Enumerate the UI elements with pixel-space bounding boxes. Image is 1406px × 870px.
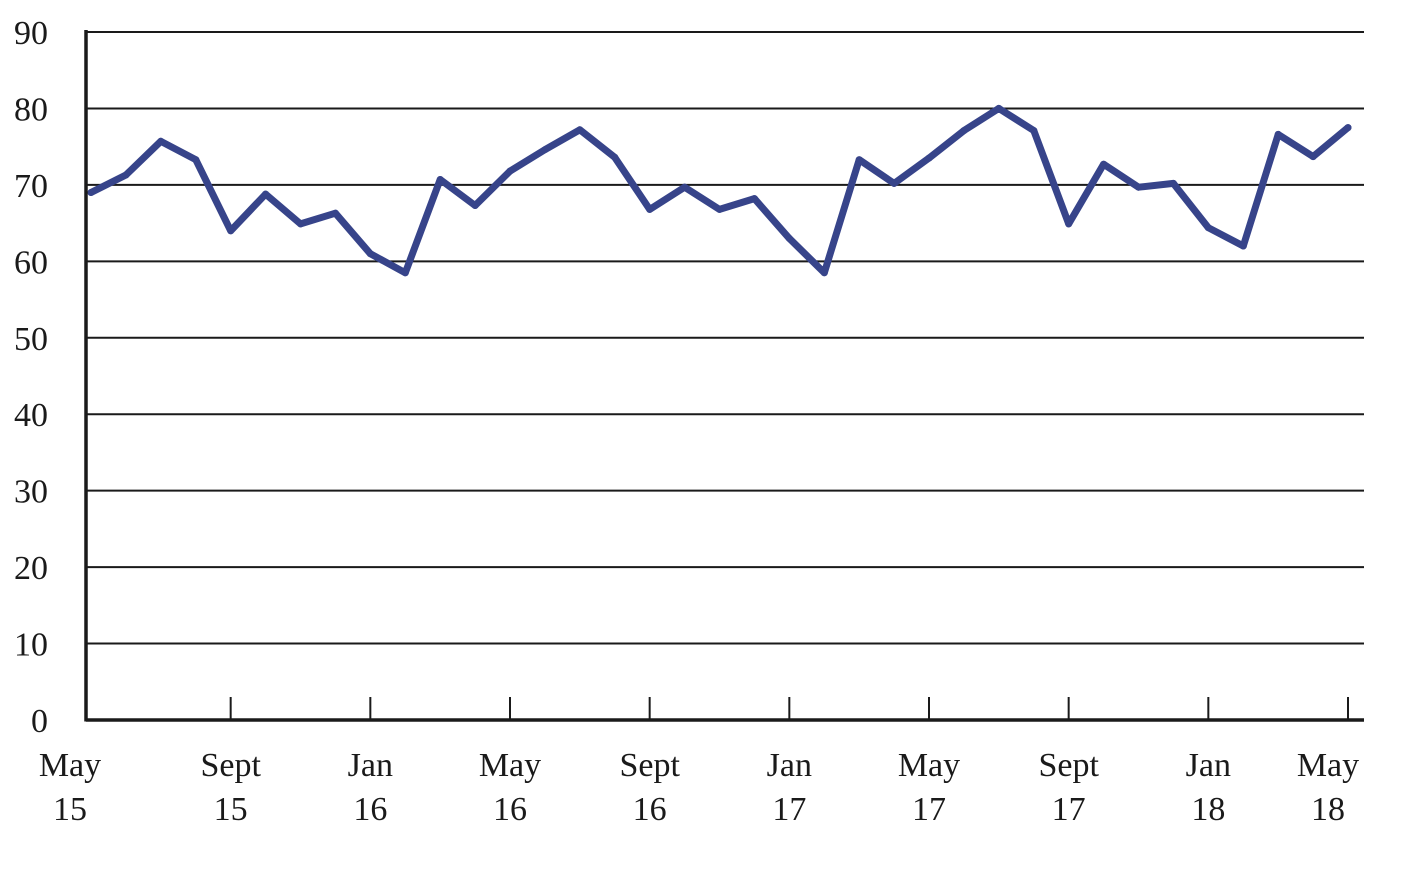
data-point — [750, 195, 758, 203]
data-point — [262, 190, 270, 198]
data-point — [1065, 220, 1073, 228]
x-tick-label-month: Sept — [200, 747, 261, 784]
x-axis-ticks: May 15 Sept 15 Jan 16 May 16 Sept 16 Jan 17 May 17 Sep… — [39, 697, 1359, 828]
data-point — [960, 127, 968, 135]
data-point — [297, 220, 304, 228]
x-tick-label-year: 17 — [912, 791, 946, 828]
x-tick-label-year: 16 — [493, 791, 527, 828]
data-point — [576, 126, 584, 134]
y-tick-label-0: 0 — [31, 703, 48, 740]
data-point — [611, 153, 619, 161]
series-line-0 — [87, 104, 1352, 277]
y-tick-label-20: 20 — [14, 550, 48, 587]
data-point — [1239, 242, 1247, 250]
series-layer — [87, 104, 1352, 277]
y-axis-tick-labels: 0 10 20 30 40 50 60 70 80 90 — [14, 15, 48, 740]
data-point — [401, 269, 409, 277]
data-point — [1030, 127, 1038, 135]
y-tick-label-50: 50 — [14, 321, 48, 358]
data-point — [541, 146, 549, 154]
data-point — [1169, 179, 1177, 187]
y-tick-label-90: 90 — [14, 15, 48, 52]
x-tick-label-year: 16 — [633, 791, 667, 828]
data-point — [785, 234, 793, 242]
x-tick-label-year: 15 — [214, 791, 248, 828]
x-tick-label-year: 18 — [1191, 791, 1225, 828]
data-point — [87, 189, 95, 196]
x-tick-label-month: May — [898, 747, 960, 784]
data-point — [995, 104, 1003, 112]
y-tick-label-80: 80 — [14, 91, 48, 128]
data-point — [646, 205, 654, 213]
data-point — [471, 202, 479, 209]
x-tick-label-year: 15 — [53, 791, 87, 828]
x-tick-label-year: 16 — [353, 791, 387, 828]
x-tick-label-month: May — [1297, 747, 1359, 784]
data-point — [366, 250, 374, 258]
data-point — [331, 209, 339, 217]
x-tick-label-year: 18 — [1311, 791, 1345, 828]
data-point — [716, 205, 723, 213]
x-tick-label-month: May — [479, 747, 541, 784]
data-point — [1204, 224, 1212, 232]
y-tick-label-10: 10 — [14, 627, 48, 664]
x-tick-label-month: Jan — [1186, 747, 1231, 784]
data-point — [192, 156, 200, 164]
data-point — [820, 269, 828, 277]
data-point — [925, 154, 933, 162]
x-tick-label-month: Jan — [767, 747, 812, 784]
data-point — [1274, 130, 1282, 138]
data-point — [1309, 153, 1317, 161]
x-tick-label-month: Jan — [348, 747, 393, 784]
data-point — [227, 227, 235, 235]
data-point — [681, 183, 689, 191]
x-tick-label-month: May — [39, 747, 101, 784]
data-point — [122, 171, 130, 179]
x-tick-label-year: 17 — [772, 791, 806, 828]
data-point — [890, 179, 898, 187]
data-point — [1135, 183, 1142, 191]
y-tick-label-60: 60 — [14, 244, 48, 281]
x-tick-label-month: Sept — [1038, 747, 1099, 784]
y-tick-label-40: 40 — [14, 397, 48, 434]
data-point — [1344, 124, 1352, 132]
gridlines — [86, 31, 1364, 645]
x-tick-label-year: 17 — [1052, 791, 1086, 828]
data-point — [506, 167, 514, 175]
x-tick-label-month: Sept — [619, 747, 680, 784]
y-tick-label-30: 30 — [14, 474, 48, 511]
data-point — [436, 176, 444, 183]
y-tick-label-70: 70 — [14, 168, 48, 205]
data-point — [157, 137, 165, 145]
data-point — [855, 156, 863, 164]
data-point — [1100, 160, 1108, 168]
